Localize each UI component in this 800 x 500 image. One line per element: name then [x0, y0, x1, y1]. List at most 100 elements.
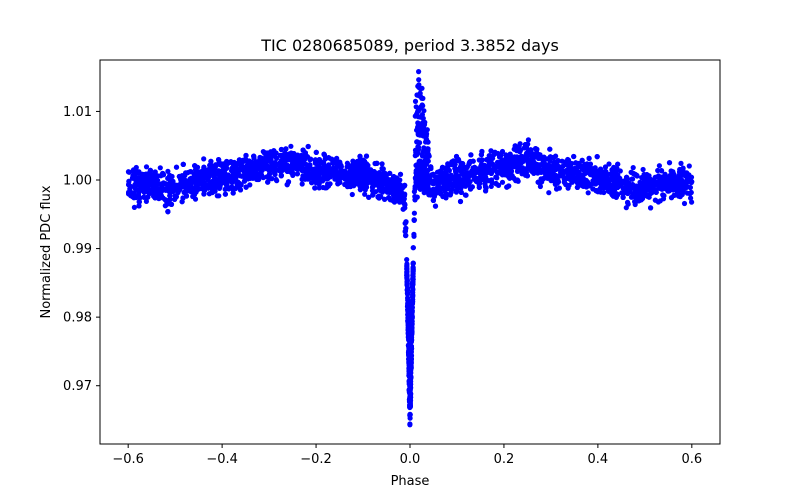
data-point	[273, 176, 279, 183]
data-point	[421, 147, 427, 153]
x-tick-label: 0.4	[588, 452, 609, 467]
data-point	[288, 143, 294, 149]
data-point	[593, 174, 599, 180]
data-point	[136, 169, 142, 175]
data-point	[508, 168, 515, 174]
data-point	[201, 164, 207, 170]
data-point	[620, 194, 626, 200]
data-point	[630, 193, 636, 199]
data-point	[529, 168, 535, 174]
data-point	[292, 158, 298, 164]
data-point	[362, 191, 368, 197]
data-point	[278, 172, 284, 178]
data-point	[321, 151, 327, 157]
data-point	[537, 183, 544, 190]
data-point	[409, 304, 415, 311]
data-point	[640, 166, 646, 173]
data-point	[211, 180, 217, 186]
data-point	[147, 167, 153, 173]
data-point	[476, 181, 482, 187]
data-point	[407, 400, 413, 406]
data-point	[177, 186, 183, 192]
data-point	[316, 185, 322, 191]
data-point	[141, 194, 147, 200]
data-point	[316, 181, 322, 187]
data-point	[676, 187, 682, 193]
data-point	[569, 166, 575, 172]
data-point	[278, 146, 284, 153]
data-point	[344, 171, 350, 177]
data-point	[682, 182, 688, 189]
data-point	[455, 156, 461, 162]
data-point	[608, 183, 614, 189]
data-point	[260, 159, 266, 165]
data-point	[407, 390, 413, 396]
data-point	[686, 163, 692, 169]
data-point	[418, 114, 424, 120]
data-point	[630, 165, 636, 171]
data-point	[674, 179, 680, 185]
data-point	[322, 176, 328, 182]
data-point	[326, 165, 332, 171]
data-point	[554, 186, 560, 192]
data-point	[646, 180, 652, 186]
data-point	[407, 411, 413, 418]
data-point	[442, 188, 448, 194]
data-point	[415, 83, 421, 89]
data-point	[618, 182, 624, 188]
data-point	[602, 164, 609, 170]
data-point	[447, 192, 453, 198]
data-point	[301, 157, 307, 163]
data-point	[193, 179, 199, 185]
data-point	[163, 181, 169, 187]
data-point	[625, 199, 631, 206]
data-point	[597, 170, 603, 176]
data-point	[245, 176, 251, 182]
data-point	[534, 153, 540, 159]
data-point	[428, 164, 434, 170]
data-point	[637, 197, 643, 203]
data-point	[624, 174, 630, 180]
data-point	[131, 204, 137, 210]
data-point	[552, 181, 559, 187]
data-point	[688, 195, 694, 201]
data-point	[331, 171, 337, 177]
data-point	[630, 170, 637, 177]
data-point	[374, 160, 380, 166]
data-point	[243, 152, 249, 159]
data-point	[590, 168, 596, 174]
data-point	[126, 182, 132, 188]
data-point	[152, 195, 158, 201]
data-point	[418, 182, 425, 189]
data-point	[571, 153, 577, 160]
y-tick-label: 0.98	[63, 311, 92, 326]
data-point	[621, 185, 627, 191]
data-point	[405, 301, 411, 307]
data-point	[335, 179, 341, 185]
data-point	[431, 193, 437, 199]
data-point	[404, 257, 410, 263]
data-point	[294, 171, 300, 177]
data-point	[141, 187, 147, 193]
data-point	[366, 176, 372, 182]
data-point	[405, 307, 411, 313]
data-point	[188, 169, 194, 175]
data-point	[131, 175, 137, 181]
x-tick-label: −0.6	[112, 452, 144, 467]
data-point	[250, 162, 257, 168]
data-point	[656, 163, 663, 169]
data-point	[443, 195, 449, 201]
data-point	[515, 168, 521, 174]
data-point	[509, 164, 515, 170]
data-point	[378, 175, 384, 181]
data-point	[564, 175, 570, 181]
data-point	[266, 168, 273, 174]
data-point	[231, 165, 237, 171]
data-point	[222, 191, 228, 197]
data-point	[167, 173, 173, 179]
data-point	[671, 192, 677, 198]
data-point	[324, 172, 330, 178]
data-point	[479, 157, 485, 163]
data-point	[281, 156, 287, 162]
data-point	[363, 153, 370, 159]
